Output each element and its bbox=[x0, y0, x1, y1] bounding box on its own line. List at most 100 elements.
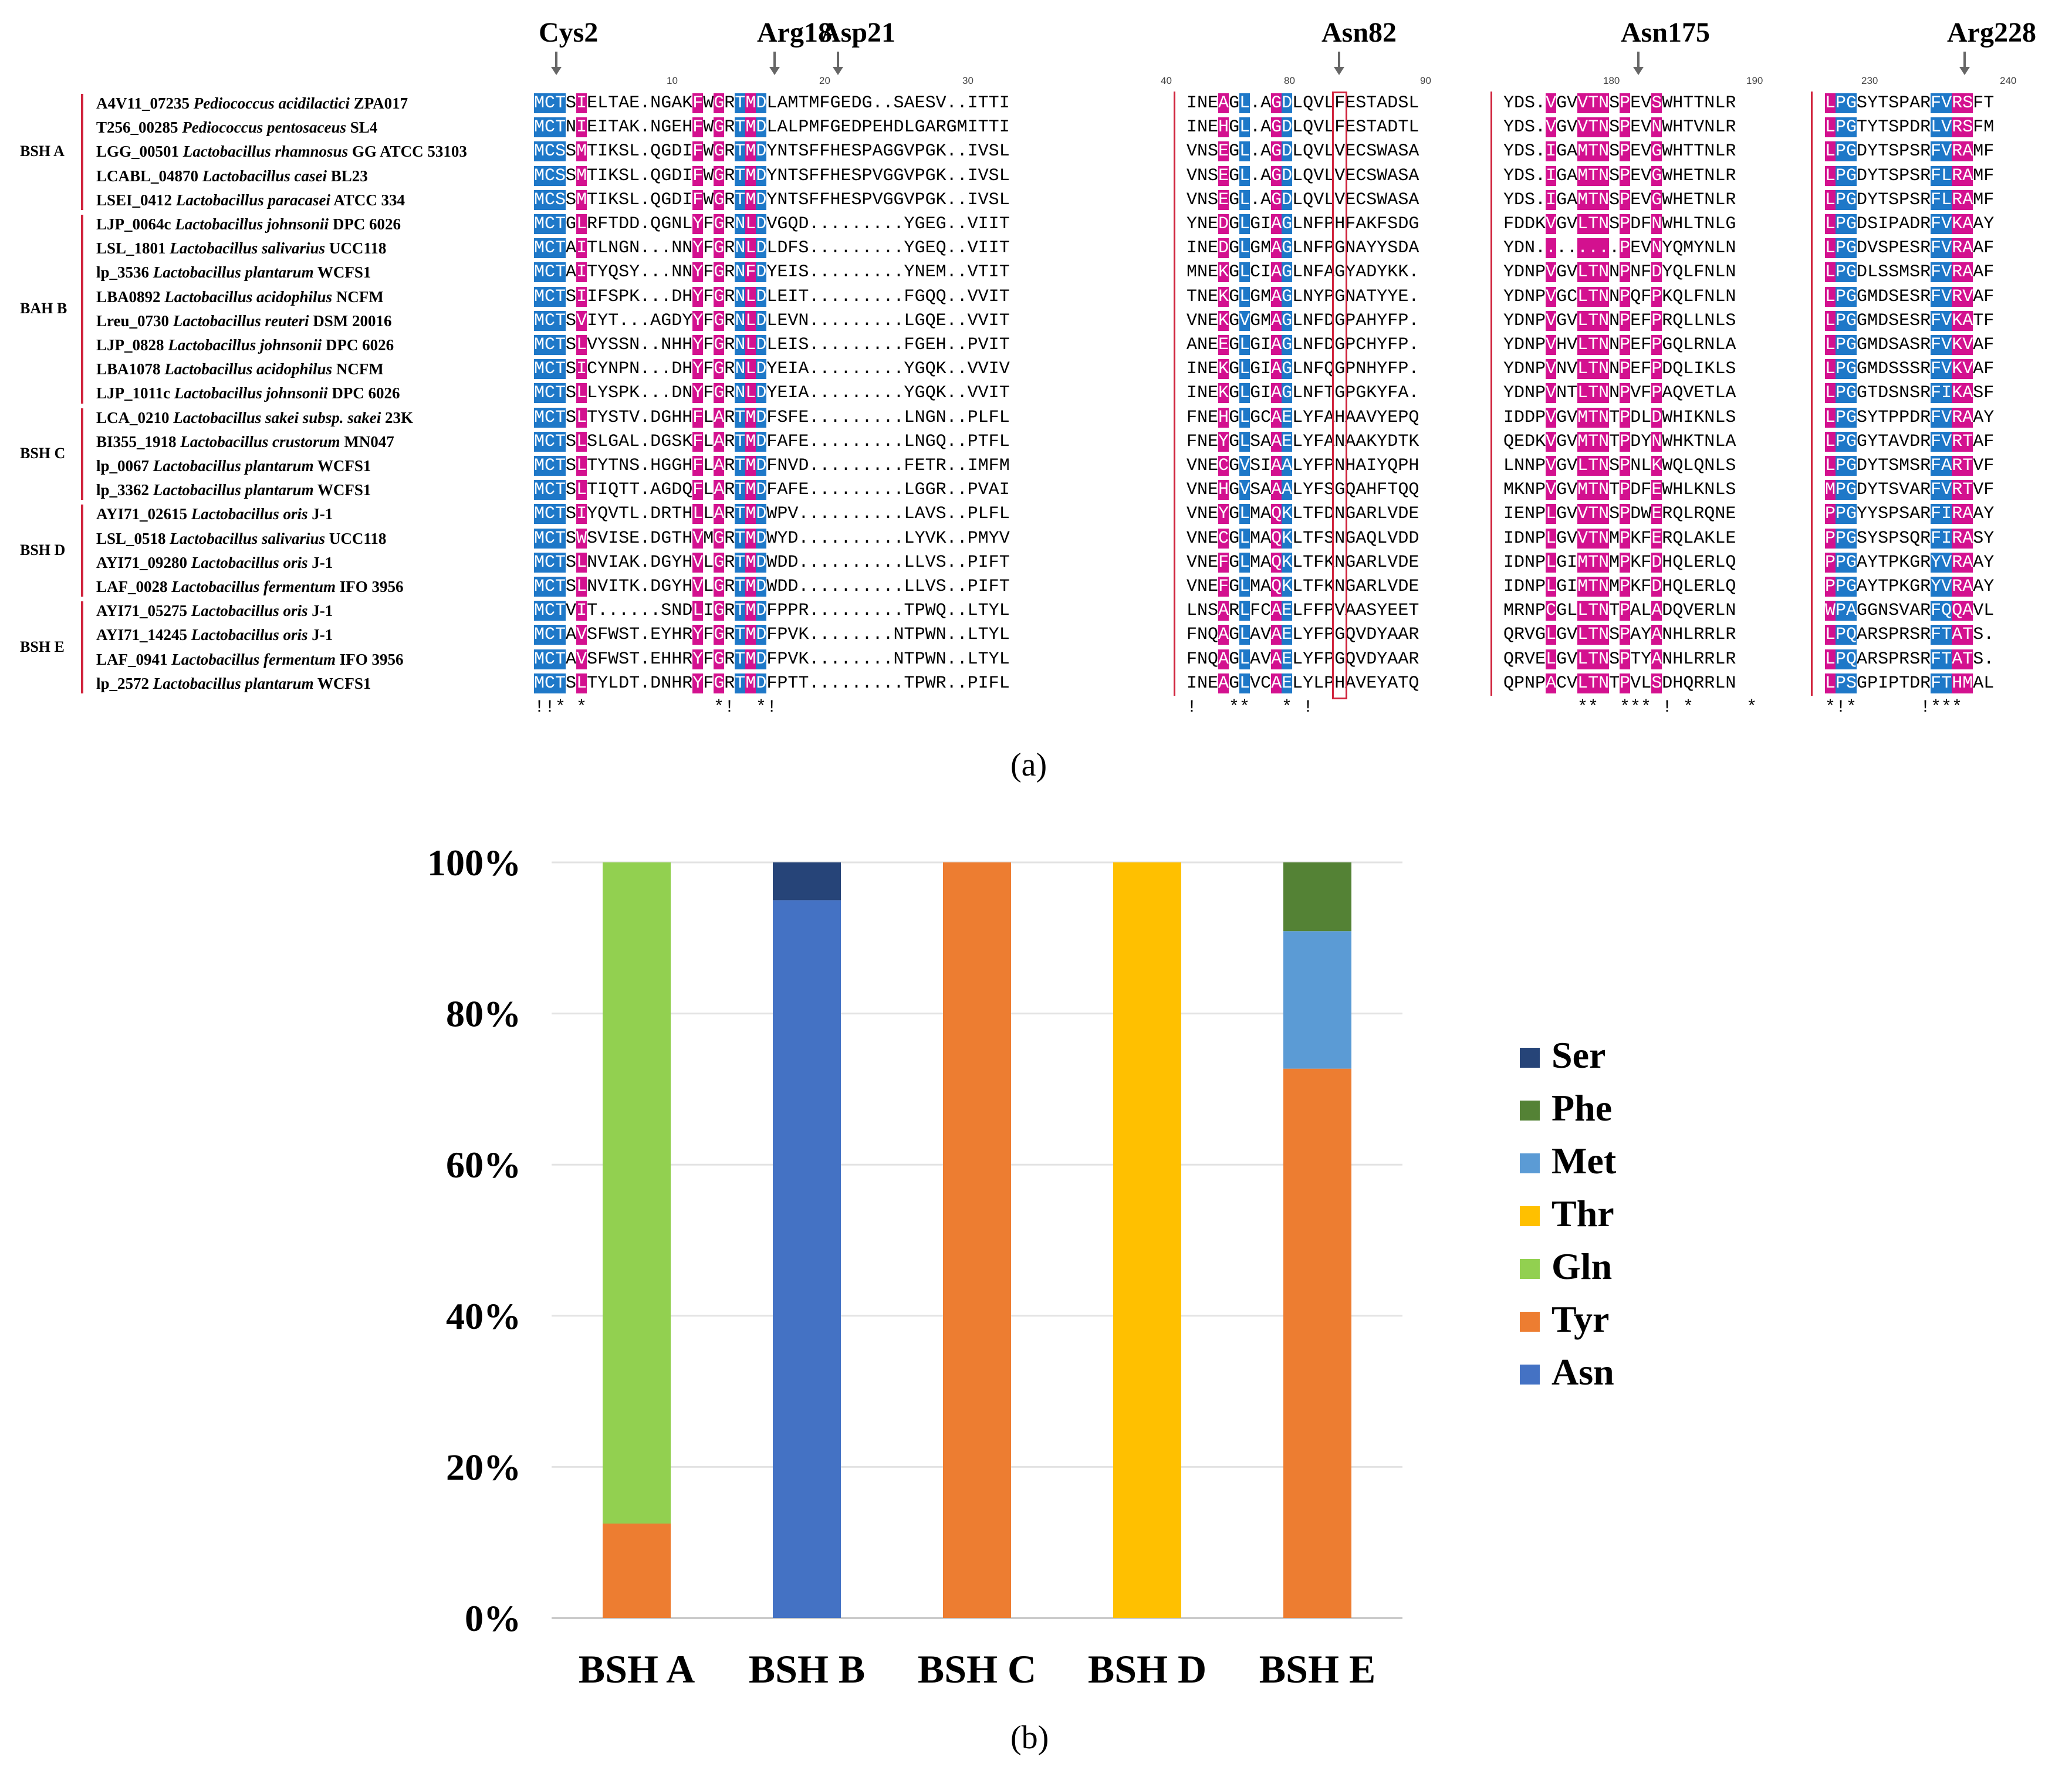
strain-name: WCFS1 bbox=[317, 263, 371, 282]
species-name: Pediococcus acidilactici bbox=[193, 94, 350, 112]
alignment-sequence: MCTSIYQVTL.DRTHLLARTMDWPV..........LAVS.… bbox=[534, 504, 1010, 524]
species-name: Lactobacillus reuteri bbox=[173, 312, 309, 330]
alignment-sequence: YDS.IGAMTNSPEVGWHETNLR bbox=[1503, 189, 1736, 210]
alignment-sequence: MCTSLVYSSN..NHHYFGRNLDLEIS.........FGEH.… bbox=[534, 335, 1010, 355]
position-tick: 40 bbox=[1161, 75, 1172, 86]
strain-name: WCFS1 bbox=[317, 481, 371, 499]
strain-name: DPC 6026 bbox=[332, 384, 400, 402]
alignment-sequence: IDNPLGVVTNMPKFERQLAKLE bbox=[1503, 528, 1736, 549]
alignment-sequence: QEDKVGVMTNTPDYNWHKTNLA bbox=[1503, 431, 1736, 452]
group-label: BAH B bbox=[20, 299, 67, 317]
legend-swatch bbox=[1520, 1048, 1540, 1068]
sequence-name: AYI71_02615 Lactobacillus oris J-1 bbox=[96, 502, 542, 526]
species-name: Lactobacillus fermentum bbox=[171, 650, 336, 668]
alignment-sequence: LNSARLFCAELFFPVAASYEET bbox=[1187, 601, 1419, 621]
alignment-sequence: LPGDYTSPSRFLRAMF bbox=[1825, 189, 1995, 210]
alignment-sequence: MCTSLNVIAK.DGYHVLGRTMDWDD..........LLVS.… bbox=[534, 552, 1010, 573]
legend-label: Ser bbox=[1552, 1034, 1605, 1076]
sequence-name: BI355_1918 Lactobacillus crustorum MN047 bbox=[96, 430, 542, 453]
strain-name: MN047 bbox=[344, 432, 394, 451]
alignment-sequence: MCTNIEITAK.NGEHFWGRTMDLALPMFGEDPEHDLGARG… bbox=[534, 117, 1010, 138]
alignment-sequence: LPGSYTPPDRFVRAAY bbox=[1825, 407, 1995, 428]
residue-marker-label: Arg18 bbox=[757, 17, 832, 48]
alignment-sequence: FDDKVGVLTNSPDFNWHLTNLG bbox=[1503, 214, 1736, 234]
group-label: BSH E bbox=[20, 638, 65, 655]
sequence-name: LJP_0064c Lactobacillus johnsonii DPC 60… bbox=[96, 212, 542, 236]
species-name: Lactobacillus crustorum bbox=[180, 432, 340, 451]
group-bracket bbox=[81, 408, 83, 500]
alignment-sequence: MCSSMTIKSL.QGDIFWGRTMDYNTSFFHESPAGGVPGK.… bbox=[534, 141, 1010, 162]
alignment-sequence: VNECGLMAQKLTFSNGAQLVDD bbox=[1187, 528, 1419, 549]
sequence-name: LBA0892 Lactobacillus acidophilus NCFM bbox=[96, 285, 542, 309]
bar-segment-gln bbox=[603, 862, 671, 1524]
species-name: Lactobacillus oris bbox=[191, 505, 308, 523]
alignment-sequence: LPQARSPRSRFTATS. bbox=[1825, 649, 1995, 669]
position-tick: 80 bbox=[1284, 75, 1295, 86]
sequence-id: LBA0892 bbox=[96, 287, 161, 306]
alignment-sequence: FNQAGLAVAELYFPGQVDYAAR bbox=[1187, 649, 1419, 669]
legend-swatch bbox=[1520, 1365, 1540, 1385]
species-name: Lactobacillus johnsonii bbox=[175, 215, 329, 233]
group-bracket bbox=[81, 94, 83, 210]
alignment-sequence: LPGGYTAVDRFVRTAF bbox=[1825, 431, 1995, 452]
sequence-name: AYI71_14245 Lactobacillus oris J-1 bbox=[96, 623, 542, 647]
block-separator bbox=[1490, 92, 1492, 696]
species-name: Lactobacillus plantarum bbox=[153, 457, 314, 475]
species-name: Lactobacillus oris bbox=[191, 626, 308, 644]
alignment-sequence: YDNPVGVLTNNPEFPRQLLNLS bbox=[1503, 310, 1736, 331]
alignment-sequence: VNSEGL.AGDLQVLVECSWASA bbox=[1187, 189, 1419, 210]
strain-name: IFO 3956 bbox=[339, 578, 404, 595]
alignment-sequence: MCTSLTYSTV.DGHHFLARTMDFSFE.........LNGN.… bbox=[534, 407, 1010, 428]
species-name: Lactobacillus salivarius bbox=[170, 529, 326, 547]
group-label: BSH A bbox=[20, 143, 65, 160]
residue-marker-arrow bbox=[1963, 52, 1966, 68]
alignment-sequence: YDNPVHVLTNNPEFPGQLRNLA bbox=[1503, 335, 1736, 355]
sequence-name: LSL_0518 Lactobacillus salivarius UCC118 bbox=[96, 527, 542, 550]
sequence-id: lp_0067 bbox=[96, 457, 150, 475]
residue-marker-arrowhead bbox=[1633, 67, 1644, 75]
species-name: Lactobacillus fermentum bbox=[171, 578, 336, 595]
sequence-id: AYI71_02615 bbox=[96, 505, 188, 523]
alignment-sequence: LPGGMDSSSRFVKVAF bbox=[1825, 359, 1995, 380]
legend-swatch bbox=[1520, 1153, 1540, 1173]
sequence-name: lp_3536 Lactobacillus plantarum WCFS1 bbox=[96, 260, 542, 284]
alignment-sequence: LPGDLSSMSRFVRAAF bbox=[1825, 262, 1995, 283]
alignment-sequence: MCTSICYNPN...DHYFGRNLDYEIA.........YGQK.… bbox=[534, 359, 1010, 380]
sequence-name: lp_0067 Lactobacillus plantarum WCFS1 bbox=[96, 454, 542, 478]
sequence-id: AYI71_09280 bbox=[96, 553, 188, 571]
alignment-sequence: MNEKGLCIAGLNFAGYADYKK. bbox=[1187, 262, 1419, 283]
species-name: Lactobacillus johnsonii bbox=[174, 384, 328, 402]
alignment-sequence: VNEKGVGMAGLNFDGPAHYFP. bbox=[1187, 310, 1419, 331]
group-label: BSH C bbox=[20, 445, 66, 462]
y-tick-label: 100% bbox=[427, 842, 521, 884]
residue-marker-arrow bbox=[773, 52, 776, 68]
alignment-sequence: INEAGLVCAELYLPHAVEYATQ bbox=[1187, 673, 1419, 693]
y-tick-label: 40% bbox=[446, 1295, 521, 1337]
sequence-id: LJP_0828 bbox=[96, 336, 164, 354]
sequence-name: AYI71_09280 Lactobacillus oris J-1 bbox=[96, 551, 542, 574]
alignment-sequence: MRNPCGLLTNTPALADQVERLN bbox=[1503, 601, 1736, 621]
alignment-sequence: MCTAVSFWST.EHHRYFGRTMDFPVK........NTPWN.… bbox=[534, 649, 1010, 669]
species-name: Lactobacillus salivarius bbox=[170, 239, 326, 258]
species-name: Lactobacillus plantarum bbox=[153, 263, 314, 282]
position-tick: 20 bbox=[819, 75, 830, 86]
bar-segment-asn bbox=[773, 900, 841, 1618]
strain-name: J-1 bbox=[312, 602, 333, 620]
sequence-id: lp_3362 bbox=[96, 481, 150, 499]
x-category-label: BSH A bbox=[579, 1647, 695, 1691]
strain-name: UCC118 bbox=[329, 529, 387, 547]
residue-marker-arrow bbox=[555, 52, 557, 68]
alignment-sequence: PPGAYTPKGRYVRAAY bbox=[1825, 552, 1995, 573]
residue-marker-arrow bbox=[837, 52, 839, 68]
sequence-id: T256_00285 bbox=[96, 119, 178, 137]
sequence-id: LJP_0064c bbox=[96, 215, 171, 233]
residue-marker-label: Asp21 bbox=[820, 17, 896, 48]
alignment-sequence: INEKGLGIAGLNFQGPNHYFP. bbox=[1187, 359, 1419, 380]
legend-label: Tyr bbox=[1552, 1298, 1609, 1340]
position-tick: 10 bbox=[667, 75, 678, 86]
alignment-sequence: LPGSYTSPARFVRSFT bbox=[1825, 93, 1995, 113]
alignment-sequence: WPAGGNSVARFQQAVL bbox=[1825, 601, 1995, 621]
legend-swatch bbox=[1520, 1312, 1540, 1332]
alignment-sequence: MCTVIT......SNDLIGRTMDFPPR.........TPWQ.… bbox=[534, 601, 1010, 621]
sequence-id: LCABL_04870 bbox=[96, 167, 199, 185]
